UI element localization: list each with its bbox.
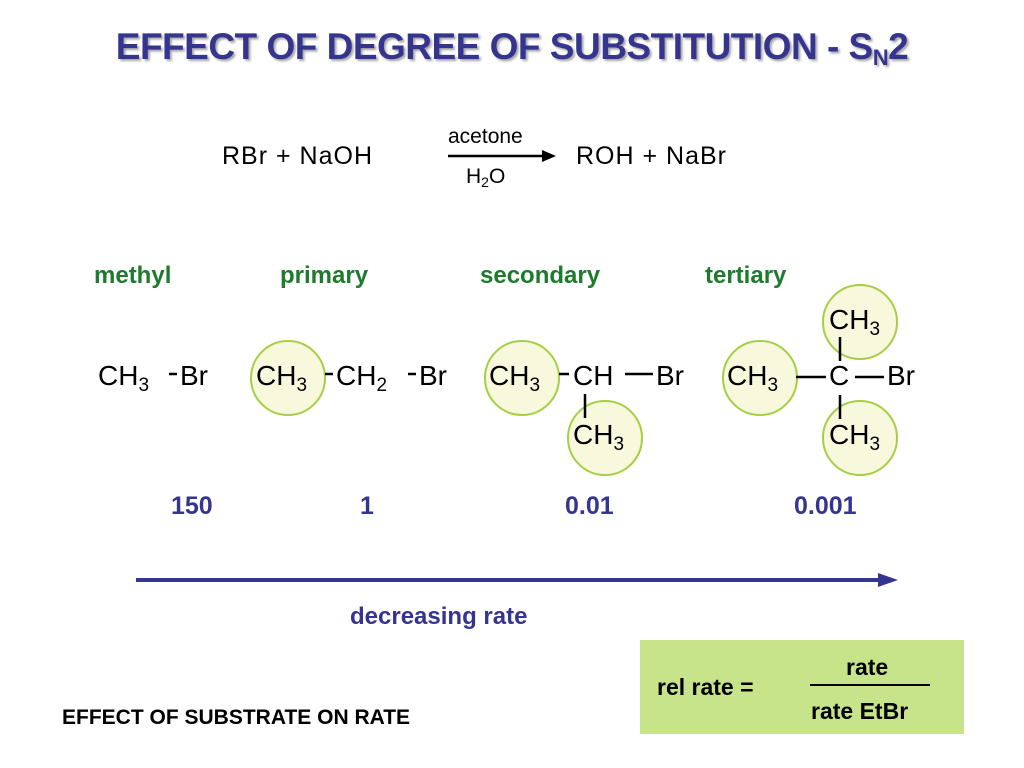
rel-rate-lhs: rel rate =	[657, 674, 754, 700]
methyl-br: Br	[180, 360, 208, 391]
rel-rate-denominator: rate EtBr	[811, 698, 909, 724]
highlight-circle-primary	[250, 340, 326, 416]
page-title: EFFECT OF DEGREE OF SUBSTITUTION - SN2	[115, 26, 909, 70]
highlight-circle-secondary-left	[484, 340, 560, 416]
decreasing-rate-label: decreasing rate	[350, 603, 528, 630]
tertiary-br: Br	[887, 360, 915, 391]
tertiary-ch3-left: CH3	[727, 360, 779, 396]
highlight-circle-tertiary-up	[822, 284, 898, 360]
reaction-condition-water: H2O	[466, 165, 506, 190]
secondary-br: Br	[656, 360, 684, 391]
tertiary-ch3-up: CH3	[829, 304, 881, 340]
primary-ch2: CH2	[336, 360, 388, 396]
class-label-methyl: methyl	[94, 262, 172, 289]
reaction-arrow	[448, 150, 556, 162]
reaction-condition-solvent: acetone	[448, 125, 523, 148]
highlight-circle-secondary-down	[567, 400, 643, 476]
methyl-ch3: CH3	[98, 360, 150, 396]
rel-rate-formula-box: rel rate = rate rate EtBr	[640, 640, 964, 734]
reaction-reactants: RBr + NaOH	[222, 142, 374, 170]
reaction-products: ROH + NaBr	[576, 142, 728, 170]
rate-secondary: 0.01	[565, 492, 614, 520]
rate-primary: 1	[360, 492, 374, 520]
rate-tertiary: 0.001	[794, 492, 857, 520]
fraction-bar	[810, 684, 930, 686]
tertiary-ch3-down: CH3	[829, 419, 881, 455]
secondary-ch3-left: CH3	[489, 360, 541, 396]
secondary-ch3-down: CH3	[573, 419, 625, 455]
secondary-ch: CH	[573, 360, 614, 391]
highlight-circle-tertiary-left	[722, 340, 798, 416]
primary-br: Br	[419, 360, 447, 391]
highlight-circle-tertiary-down	[822, 400, 898, 476]
class-label-tertiary: tertiary	[705, 262, 787, 289]
footer-caption: EFFECT OF SUBSTRATE ON RATE	[62, 706, 411, 729]
tertiary-c: C	[829, 360, 850, 391]
decreasing-rate-arrow	[136, 573, 898, 587]
rate-methyl: 150	[171, 492, 213, 520]
class-label-primary: primary	[280, 262, 369, 289]
class-label-secondary: secondary	[480, 262, 601, 289]
rel-rate-numerator: rate	[846, 654, 889, 680]
primary-ch3: CH3	[256, 360, 308, 396]
